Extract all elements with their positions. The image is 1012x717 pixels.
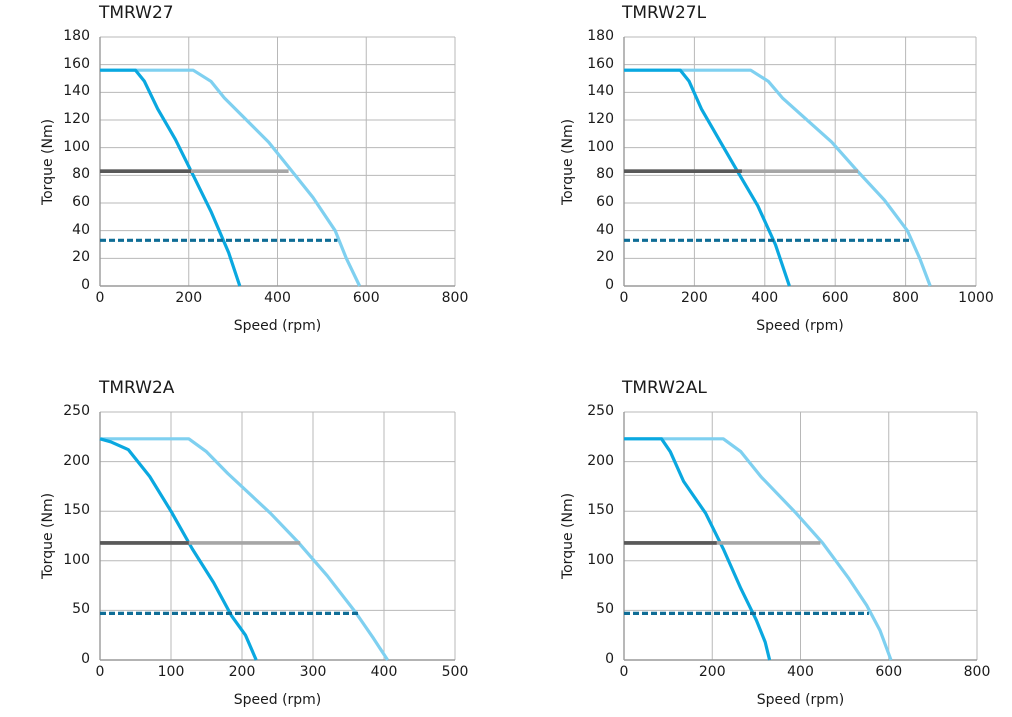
y-tick-label: 0 [605,277,614,293]
y-axis-label: Torque (Nm) [40,492,56,580]
y-tick-label: 250 [587,403,614,419]
y-tick-label: 140 [63,83,90,100]
y-tick-label: 150 [63,502,90,519]
y-tick-label: 160 [587,55,614,72]
y-tick-label: 250 [63,403,90,419]
x-tick-label: 400 [751,290,779,306]
series-curve-dark [99,437,258,661]
series-curve-light [100,68,362,287]
y-tick-label: 150 [587,502,614,519]
y-tick-label: 100 [63,138,90,155]
y-tick-label: 50 [72,601,90,618]
series-curve-dark [624,437,772,661]
chart-title: TMRW2A [99,378,175,398]
series-curve-light [624,437,893,661]
y-axis-label: Torque (Nm) [560,118,576,205]
x-tick-label: 200 [698,664,726,680]
y-tick-label: 0 [81,651,90,667]
y-tick-label: 120 [587,111,614,127]
chart-tmrw27: TMRW27 0 20 40 60 80 100 120 140 160 180 0 200 400 600… [0,0,506,358]
y-tick-label: 100 [587,138,614,155]
x-tick-label: 0 [95,664,105,680]
x-tick-label: 800 [892,290,919,306]
plot-svg [623,411,978,661]
x-tick-label: 1000 [958,290,994,306]
series-curve-light [624,68,932,287]
x-tick-label: 600 [821,290,849,306]
x-tick-label: 400 [787,664,814,680]
y-tick-label: 50 [596,601,614,618]
x-tick-label: 500 [441,664,469,680]
chart-tmrw27l: TMRW27L 0 20 40 60 80 100 120 140 160 180 0 200 400 60… [506,0,1012,358]
x-axis-label: Speed (rpm) [756,692,845,708]
y-axis-label: Torque (Nm) [560,492,576,580]
x-tick-label: 0 [619,290,629,306]
x-tick-label: 400 [370,664,398,680]
y-tick-label: 100 [587,551,614,568]
x-tick-label: 600 [352,290,380,306]
y-tick-label: 20 [596,249,614,266]
series-curve-light [100,437,389,661]
chart-title: TMRW27L [622,3,707,23]
y-tick-label: 200 [587,452,614,469]
y-tick-label: 140 [587,83,614,100]
y-tick-label: 60 [72,194,90,210]
plot-svg [99,36,456,287]
x-axis-label: Speed (rpm) [756,318,844,334]
y-tick-label: 200 [63,452,90,469]
series-curve-dark [100,68,242,287]
x-tick-label: 600 [875,664,903,680]
x-tick-label: 800 [441,290,469,306]
y-tick-label: 160 [63,55,90,72]
chart-tmrw2al: TMRW2AL 0 50 100 150 200 250 0 200 400 600 800 Speed… [506,359,1012,717]
x-tick-label: 0 [619,664,629,680]
y-tick-label: 40 [596,221,614,238]
series-curve-dark [624,68,791,287]
plot-svg [623,36,977,287]
x-tick-label: 800 [963,664,991,680]
y-axis-label: Torque (Nm) [40,118,56,205]
y-tick-label: 20 [72,249,90,266]
y-tick-label: 180 [63,28,90,44]
chart-tmrw2a: TMRW2A 0 50 100 150 200 250 0 100 200 300 400 500 Spe… [0,359,506,717]
x-axis-label: Speed (rpm) [233,318,322,334]
x-axis-label: Speed (rpm) [233,692,322,708]
x-tick-label: 200 [228,664,256,680]
chart-title: TMRW2AL [622,378,707,398]
x-tick-label: 300 [299,664,327,680]
y-tick-label: 180 [587,28,614,44]
y-tick-label: 0 [81,277,90,293]
y-tick-label: 80 [72,166,90,183]
y-tick-label: 120 [63,111,90,127]
x-tick-label: 200 [681,290,708,306]
x-tick-label: 100 [157,664,185,680]
y-tick-label: 40 [72,221,90,238]
plot-svg [99,411,456,661]
y-tick-label: 80 [596,166,614,183]
x-tick-label: 0 [95,290,105,306]
x-tick-label: 400 [264,290,291,306]
y-tick-label: 100 [63,551,90,568]
y-tick-label: 0 [605,651,614,667]
x-tick-label: 200 [175,290,203,306]
y-tick-label: 60 [596,194,614,210]
chart-title: TMRW27 [99,3,174,23]
